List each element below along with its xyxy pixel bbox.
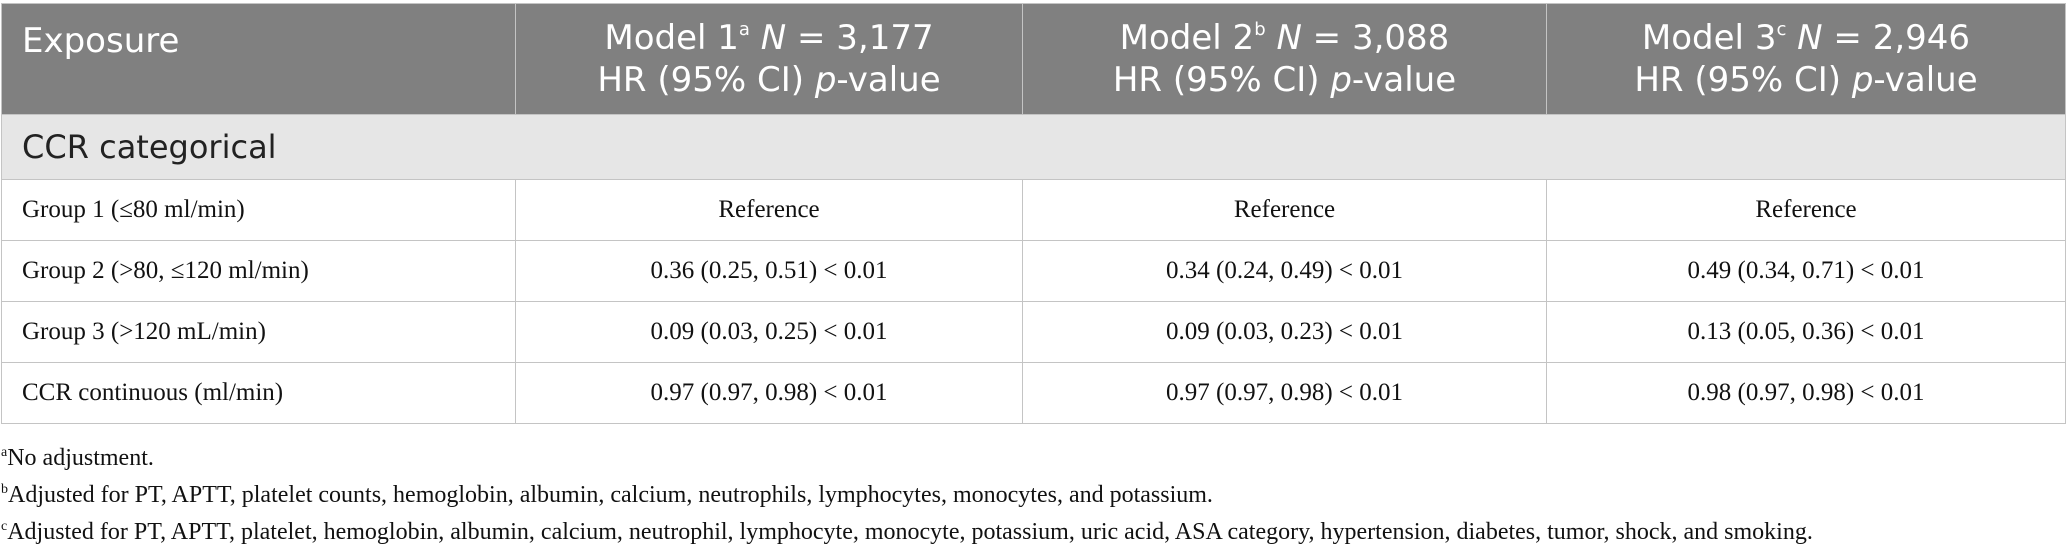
table-row: Group 3 (>120 mL/min) 0.09 (0.03, 0.25) … <box>1 301 2066 363</box>
table-cell: 0.98 (0.97, 0.98) < 0.01 <box>1546 362 2066 424</box>
footnote-mark: b <box>1 482 8 497</box>
section-title: CCR categorical <box>1 114 2066 180</box>
row-label: CCR continuous (ml/min) <box>1 362 516 424</box>
model-1-n-value: = 3,177 <box>786 18 934 58</box>
table-cell: 0.09 (0.03, 0.25) < 0.01 <box>515 301 1023 363</box>
model-1-column-header: Model 1a N = 3,177 HR (95% CI) p-value <box>515 3 1023 115</box>
model-3-n-label: N <box>1797 18 1823 58</box>
table-cell: 0.97 (0.97, 0.98) < 0.01 <box>1022 362 1547 424</box>
footnote-text: Adjusted for PT, APTT, platelet counts, … <box>8 482 1213 508</box>
table-cell: 0.49 (0.34, 0.71) < 0.01 <box>1546 240 2066 302</box>
model-3-footnote-mark: c <box>1776 19 1787 40</box>
model-3-column-header: Model 3c N = 2,946 HR (95% CI) p-value <box>1546 3 2066 115</box>
model-1-stat-label: HR (95% CI) <box>597 60 815 100</box>
table-cell: 0.09 (0.03, 0.23) < 0.01 <box>1022 301 1547 363</box>
model-1-footnote-mark: a <box>738 19 750 40</box>
table-cell: 0.13 (0.05, 0.36) < 0.01 <box>1546 301 2066 363</box>
model-2-footnote-mark: b <box>1254 19 1266 40</box>
hazard-ratio-table: Exposure Model 1a N = 3,177 HR (95% CI) … <box>1 3 2066 424</box>
model-3-stat-label: HR (95% CI) <box>1634 60 1852 100</box>
footnote-text: Adjusted for PT, APTT, platelet, hemoglo… <box>7 519 1813 545</box>
model-2-p-label: p <box>1330 60 1352 100</box>
model-3-pvalue-suffix: -value <box>1873 60 1978 100</box>
table-cell: Reference <box>1546 179 2066 241</box>
footnote-mark: a <box>1 445 8 460</box>
model-1-n-label: N <box>760 18 787 58</box>
table-cell: 0.34 (0.24, 0.49) < 0.01 <box>1022 240 1547 302</box>
footnote-mark: c <box>1 519 8 534</box>
footnote-text: No adjustment. <box>7 445 154 471</box>
table-cell: 0.36 (0.25, 0.51) < 0.01 <box>515 240 1023 302</box>
table-row: Group 2 (>80, ≤120 ml/min) 0.36 (0.25, 0… <box>1 240 2066 302</box>
model-2-column-header: Model 2b N = 3,088 HR (95% CI) p-value <box>1022 3 1547 115</box>
model-1-pvalue-suffix: -value <box>836 60 941 100</box>
model-1-p-label: p <box>814 60 837 100</box>
table-cell: Reference <box>1022 179 1547 241</box>
row-label: Group 2 (>80, ≤120 ml/min) <box>1 240 516 302</box>
results-table-container: Exposure Model 1a N = 3,177 HR (95% CI) … <box>1 3 2066 424</box>
footnotes: aNo adjustment. bAdjusted for PT, APTT, … <box>1 440 2065 551</box>
model-2-pvalue-suffix: -value <box>1351 60 1457 100</box>
model-2-stat-label: HR (95% CI) <box>1112 60 1331 100</box>
model-2-n-label: N <box>1276 18 1302 58</box>
row-label: Group 3 (>120 mL/min) <box>1 301 516 363</box>
row-label: Group 1 (≤80 ml/min) <box>1 179 516 241</box>
footnote-c: cAdjusted for PT, APTT, platelet, hemogl… <box>1 514 2065 551</box>
exposure-column-header: Exposure <box>1 3 516 115</box>
table-cell: Reference <box>515 179 1023 241</box>
model-3-p-label: p <box>1851 60 1874 100</box>
section-row: CCR categorical <box>1 114 2066 180</box>
footnote-b: bAdjusted for PT, APTT, platelet counts,… <box>1 477 2065 514</box>
table-cell: 0.97 (0.97, 0.98) < 0.01 <box>515 362 1023 424</box>
model-3-n-value: = 2,946 <box>1822 18 1971 58</box>
model-1-name: Model 1 <box>604 18 739 58</box>
model-2-n-value: = 3,088 <box>1301 18 1450 58</box>
table-header-row: Exposure Model 1a N = 3,177 HR (95% CI) … <box>1 3 2066 115</box>
footnote-a: aNo adjustment. <box>1 440 2065 477</box>
table-row: Group 1 (≤80 ml/min) Reference Reference… <box>1 179 2066 241</box>
table-row: CCR continuous (ml/min) 0.97 (0.97, 0.98… <box>1 362 2066 424</box>
model-3-name: Model 3 <box>1641 18 1777 58</box>
model-2-name: Model 2 <box>1119 18 1255 58</box>
